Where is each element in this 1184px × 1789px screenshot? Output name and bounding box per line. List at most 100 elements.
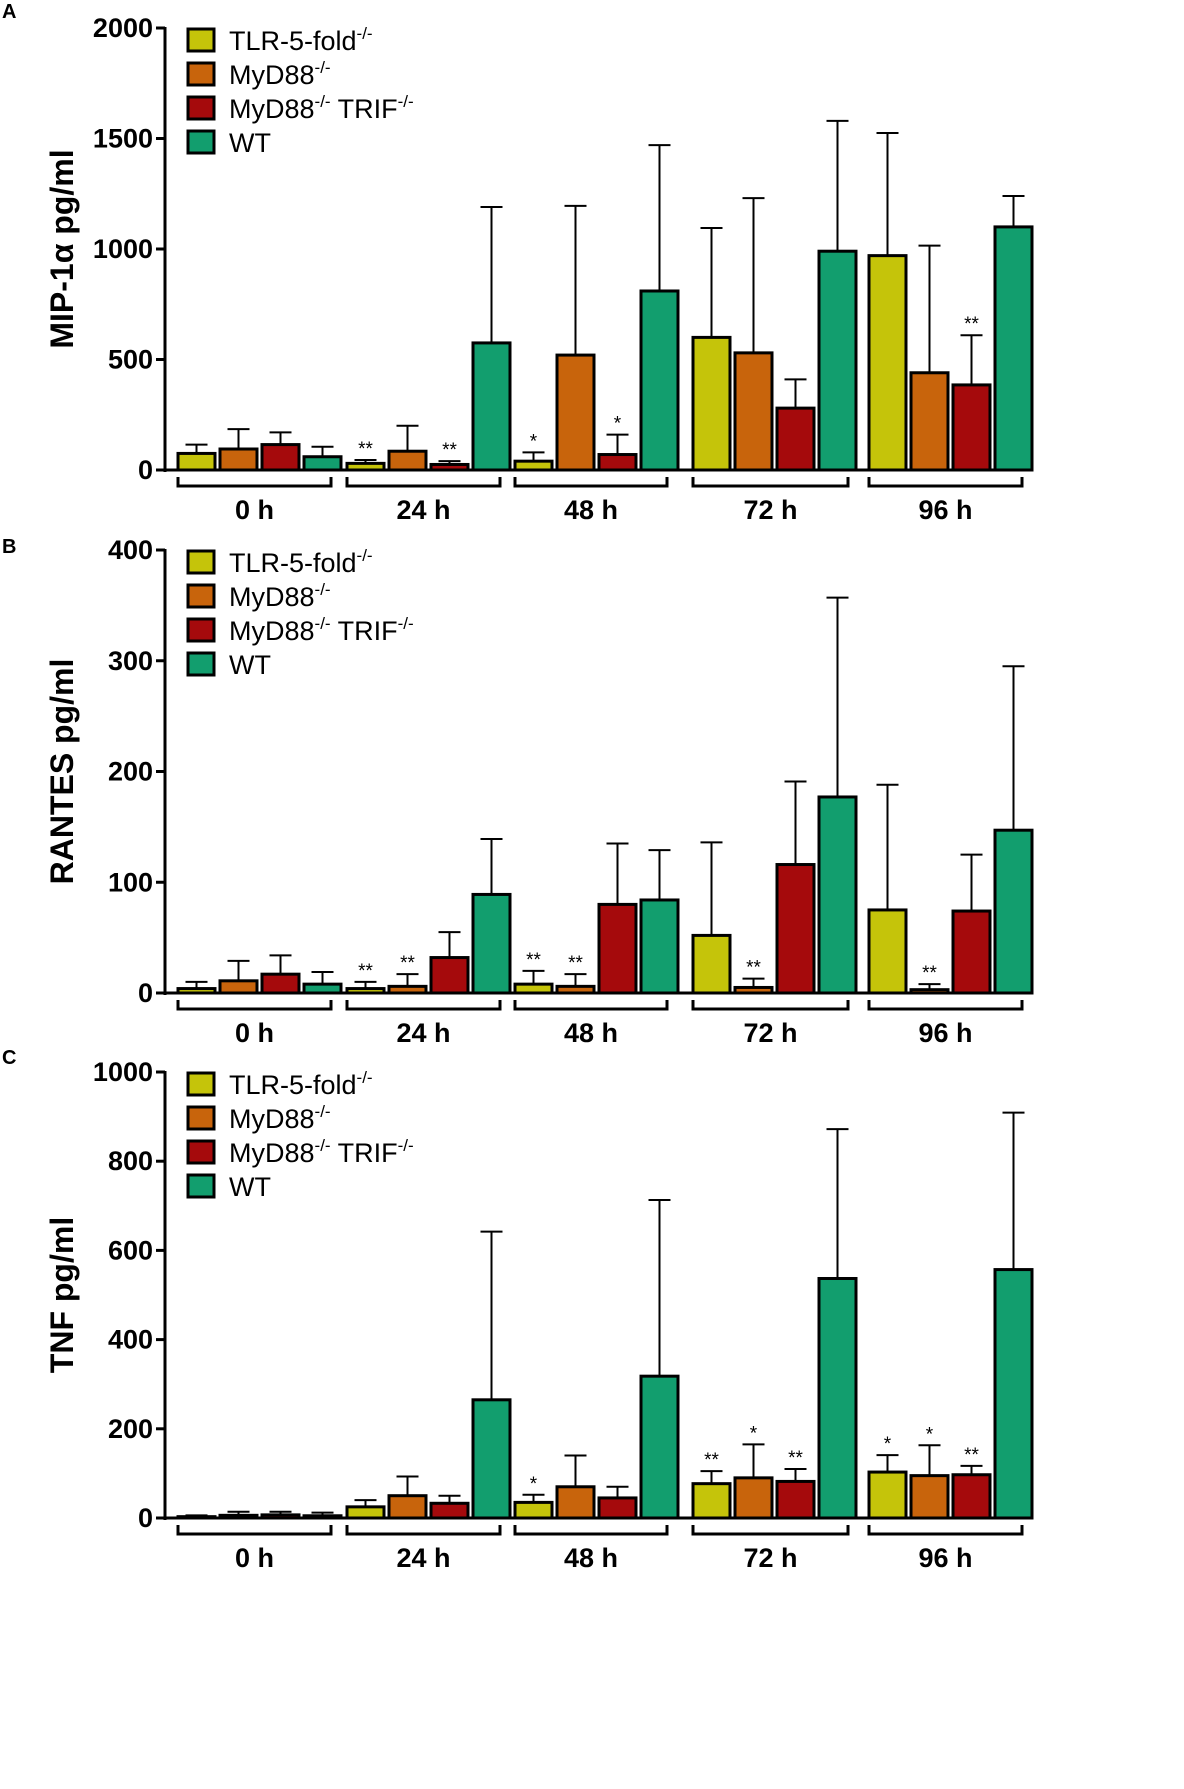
legend-text-part: TLR-5-fold [229,548,357,578]
y-axis-label: TNF pg/ml [44,1217,80,1373]
bar [176,1515,217,1520]
legend-text-part: -/- [315,1102,331,1121]
bar [387,1494,428,1520]
bar [429,462,470,472]
bar [471,1398,512,1520]
bar [733,1476,774,1520]
significance-marker: * [750,1423,758,1444]
x-category-label: 48 h [564,495,618,525]
legend-text-part: -/- [357,24,373,43]
bar [513,459,554,472]
bar [691,1482,732,1520]
x-category-label: 24 h [396,1543,450,1573]
bar [775,1479,816,1520]
bar [597,453,638,472]
legend-label: MyD88-/- [229,1102,331,1134]
legend-swatch [186,1139,216,1165]
legend: TLR-5-fold-/-MyD88-/-MyD88-/- TRIF-/-WT [186,24,414,158]
significance-marker: * [614,414,622,435]
legend-text-part: -/- [357,546,373,565]
legend-label: WT [229,650,271,680]
bar [302,982,343,995]
group-bracket [513,477,669,488]
x-category-label: 96 h [918,1543,972,1573]
bar [993,1268,1034,1520]
significance-marker: ** [746,958,761,979]
significance-marker: ** [922,963,937,984]
bar [429,956,470,995]
group-bracket [176,1000,333,1011]
legend-text-part: TLR-5-fold [229,1070,357,1100]
x-category-label: 0 h [235,1543,274,1573]
x-category-label: 24 h [396,495,450,525]
bar [555,984,596,995]
bar [639,289,680,472]
y-tick-label: 100 [108,867,153,897]
legend-text-part: MyD88 [229,1138,315,1168]
panel-letter: B [2,536,16,558]
group-bracket [513,1000,669,1011]
y-tick-label: 1000 [93,1057,153,1087]
legend-text-part: WT [229,650,271,680]
legend-text-part: -/- [398,1136,414,1155]
bar [471,341,512,472]
bar [597,902,638,995]
y-tick-label: 500 [108,345,153,375]
legend-label: WT [229,128,271,158]
panel-letter: C [2,1047,16,1069]
legend-text-part: -/- [357,1068,373,1087]
significance-marker: ** [568,953,583,974]
bar [691,933,732,995]
bar [302,455,343,472]
significance-marker: ** [788,1448,803,1469]
legend-text-part: TRIF [331,616,398,646]
x-category-label: 72 h [743,1543,797,1573]
legend-text-part: -/- [398,614,414,633]
y-tick-label: 800 [108,1146,153,1176]
significance-marker: ** [964,1445,979,1466]
x-category-label: 48 h [564,1018,618,1048]
bar [218,1513,259,1520]
bar [733,351,774,472]
bar [302,1514,343,1520]
legend-swatch [186,95,216,121]
significance-marker: * [530,1474,538,1495]
group-bracket [513,1525,669,1536]
bar [639,1374,680,1520]
significance-marker: ** [358,961,373,982]
bar [867,254,908,472]
y-tick-label: 1500 [93,124,153,154]
legend-text-part: TLR-5-fold [229,26,357,56]
bar [817,1276,858,1520]
legend-text-part: -/- [315,92,331,111]
x-category-label: 96 h [918,495,972,525]
legend-text-part: -/- [315,580,331,599]
legend-text-part: WT [229,128,271,158]
group-bracket [691,1000,850,1011]
y-tick-label: 300 [108,646,153,676]
group-bracket [176,1525,333,1536]
bar [909,988,950,995]
legend-label: WT [229,1172,271,1202]
legend-text-part: TRIF [331,94,398,124]
panel-letter: A [2,1,16,23]
legend-text-part: TRIF [331,1138,398,1168]
bar [909,1474,950,1520]
y-tick-label: 0 [138,1503,153,1533]
y-axis-label: MIP-1α pg/ml [44,149,80,348]
bar [951,909,992,995]
legend-text-part: WT [229,1172,271,1202]
bar [951,383,992,472]
legend-label: MyD88-/- TRIF-/- [229,92,414,124]
legend-label: MyD88-/- TRIF-/- [229,614,414,646]
y-tick-label: 400 [108,1325,153,1355]
legend-swatch [186,651,216,677]
bar [260,972,301,995]
legend-label: TLR-5-fold-/- [229,24,373,56]
bar [387,449,428,472]
bar [513,1500,554,1520]
significance-marker: ** [526,950,541,971]
bar [218,979,259,995]
y-tick-label: 600 [108,1235,153,1265]
